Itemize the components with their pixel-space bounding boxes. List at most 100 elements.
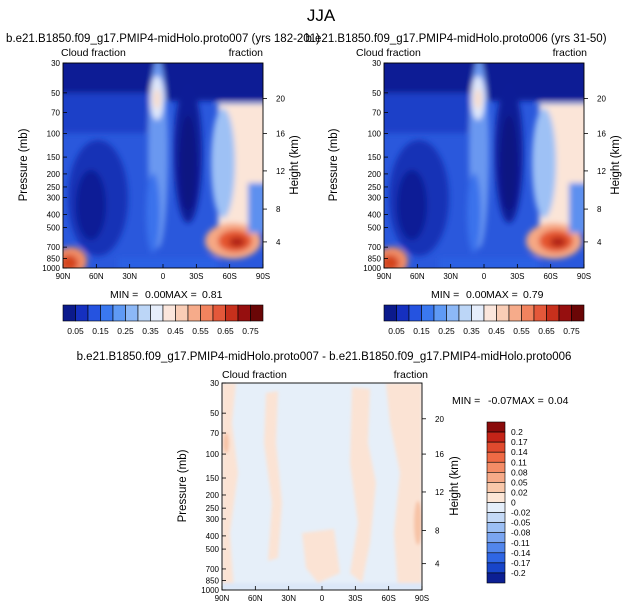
panel-1-y-tick-label: 500 <box>47 223 61 232</box>
panel-2-right-label: fraction <box>553 47 588 59</box>
panel-1-x-tick-label: 90S <box>256 272 270 281</box>
panel-2-ylabel-right: Height (km) <box>610 135 622 195</box>
panel-1-right-tick-label: 4 <box>276 238 281 247</box>
panel-3-right-tick-label: 4 <box>435 560 440 569</box>
panel-2-right-tick-label: 20 <box>597 94 606 103</box>
panel-3-x-tick-label: 90S <box>415 594 429 603</box>
panel-3-right-tick-label: 12 <box>435 488 444 497</box>
panel-3-y-tick-label: 30 <box>210 379 219 388</box>
panel-3-y-tick-label: 150 <box>206 474 220 483</box>
colorbar-swatch <box>187 304 201 322</box>
panel-2-y-tick-label: 150 <box>368 153 382 162</box>
colorbar-swatch <box>162 304 176 322</box>
panel-3-y-tick-label: 70 <box>210 429 219 438</box>
panel-1-y-tick-label: 50 <box>51 89 60 98</box>
panel-1-right-ticks: 20 16 12 8 4 <box>263 94 285 247</box>
panel-2-right-tick-label: 8 <box>597 205 602 214</box>
panel-3-min-value: -0.07 <box>488 395 512 407</box>
colorbar-label: 0.17 <box>511 437 528 447</box>
colorbar-swatch <box>137 304 151 322</box>
panel-3-left-label: Cloud fraction <box>222 369 287 381</box>
panel-3-y-tick-label: 200 <box>206 491 220 500</box>
panel-3-title: b.e21.B1850.f09_g17.PMIP4-midHolo.proto0… <box>77 351 572 363</box>
panel-1-right-tick-label: 16 <box>276 129 285 138</box>
panel-2-x-ticks: 90N 60N 30N 0 30S 60S 90S <box>377 264 591 281</box>
panel-3-right-tick-label: 20 <box>435 415 444 424</box>
panel-2-title: b.e21.B1850.f09_g17.PMIP4-midHolo.proto0… <box>305 33 606 45</box>
panel-2-right-tick-label: 4 <box>597 238 602 247</box>
panel-3-x-tick-label: 60S <box>382 594 396 603</box>
panel-1-x-tick-label: 60N <box>89 272 104 281</box>
panel-1-x-ticks: 90N 60N 30N 0 30S 60S 90S <box>56 264 270 281</box>
colorbar-swatch <box>486 431 506 443</box>
panel-2-y-tick-label: 500 <box>368 223 382 232</box>
colorbar-label: -0.08 <box>511 528 531 538</box>
panel-3-max-label: MAX = <box>512 395 544 407</box>
panel-3-min-label: MIN = <box>452 395 480 407</box>
panel-1-max-label: MAX = <box>165 289 197 301</box>
colorbar-label: -0.2 <box>511 568 526 578</box>
panel-1-min-label: MIN = <box>110 289 138 301</box>
colorbar-label: 0.25 <box>438 326 455 336</box>
panel-1-x-tick-label: 90N <box>56 272 71 281</box>
colorbar-label: 0.25 <box>117 326 134 336</box>
colorbar-swatch <box>200 304 214 322</box>
panel-2-y-tick-label: 200 <box>368 170 382 179</box>
panel-2-x-tick-label: 0 <box>482 272 487 281</box>
panel-2-min-value: 0.00 <box>466 289 487 301</box>
panel-3-right-label: fraction <box>394 369 429 381</box>
panel-3-x-tick-label: 90N <box>215 594 230 603</box>
panel-3-y-tick-label: 50 <box>210 409 219 418</box>
colorbar-swatch <box>100 304 114 322</box>
colorbar-swatch <box>486 421 506 433</box>
panel-1-y-tick-label: 250 <box>47 183 61 192</box>
colorbar-swatch <box>558 304 572 322</box>
panel-1-x-tick-label: 0 <box>161 272 166 281</box>
panel-1-left-label: Cloud fraction <box>61 47 126 59</box>
panel-1-y-tick-label: 100 <box>47 129 61 138</box>
colorbar-label: 0.05 <box>388 326 405 336</box>
panel-3-y-tick-label: 850 <box>206 576 220 585</box>
colorbar-label: 0.35 <box>142 326 159 336</box>
panel-1-y-tick-label: 400 <box>47 210 61 219</box>
panel-1: b.e21.B1850.f09_g17.PMIP4-midHolo.proto0… <box>6 33 320 301</box>
panel-1-colorbar: 0.05 0.15 0.25 0.35 0.45 0.55 0.65 0.75 <box>62 304 264 336</box>
panel-1-y-tick-label: 200 <box>47 170 61 179</box>
colorbar-swatch <box>175 304 189 322</box>
panel-3-right-tick-label: 16 <box>435 450 444 459</box>
panel-3-y-tick-label: 250 <box>206 504 220 513</box>
colorbar-swatch <box>446 304 460 322</box>
panel-1-min-value: 0.00 <box>145 289 166 301</box>
figure-title: JJA <box>307 6 336 25</box>
colorbar-swatch <box>483 304 497 322</box>
panel-1-right-tick-label: 8 <box>276 205 281 214</box>
panel-1-y-tick-label: 700 <box>47 243 61 252</box>
colorbar-label: 0.15 <box>92 326 109 336</box>
panel-3-x-tick-label: 30N <box>281 594 296 603</box>
colorbar-swatch <box>508 304 522 322</box>
panel-3-right-ticks: 20 16 12 8 4 <box>422 415 444 569</box>
colorbar-swatch <box>546 304 560 322</box>
colorbar-swatch <box>486 502 506 513</box>
panel-2-right-tick-label: 16 <box>597 129 606 138</box>
panel-1-right-tick-label: 20 <box>276 94 285 103</box>
panel-3-x-tick-label: 30S <box>348 594 362 603</box>
colorbar-label: -0.17 <box>511 558 531 568</box>
panel-2-x-tick-label: 60N <box>410 272 425 281</box>
panel-1-x-tick-label: 30S <box>189 272 203 281</box>
panel-2-ylabel: Pressure (mb) <box>328 128 340 201</box>
panel-3-y-tick-label: 1000 <box>201 586 219 595</box>
panel-1-y-tick-label: 1000 <box>42 264 60 273</box>
colorbar-swatch <box>486 552 506 564</box>
panel-1-y-tick-label: 850 <box>47 254 61 263</box>
panel-3-ylabel: Pressure (mb) <box>177 449 189 522</box>
panel-2-x-tick-label: 30S <box>510 272 524 281</box>
colorbar-label: 0 <box>511 498 516 508</box>
colorbar-swatch <box>125 304 139 322</box>
colorbar-label: 0.65 <box>538 326 555 336</box>
panel-1-x-tick-label: 30N <box>122 272 137 281</box>
panel-2-x-tick-label: 90N <box>377 272 392 281</box>
panel-2-y-tick-label: 300 <box>368 194 382 203</box>
colorbar-swatch <box>87 304 101 322</box>
